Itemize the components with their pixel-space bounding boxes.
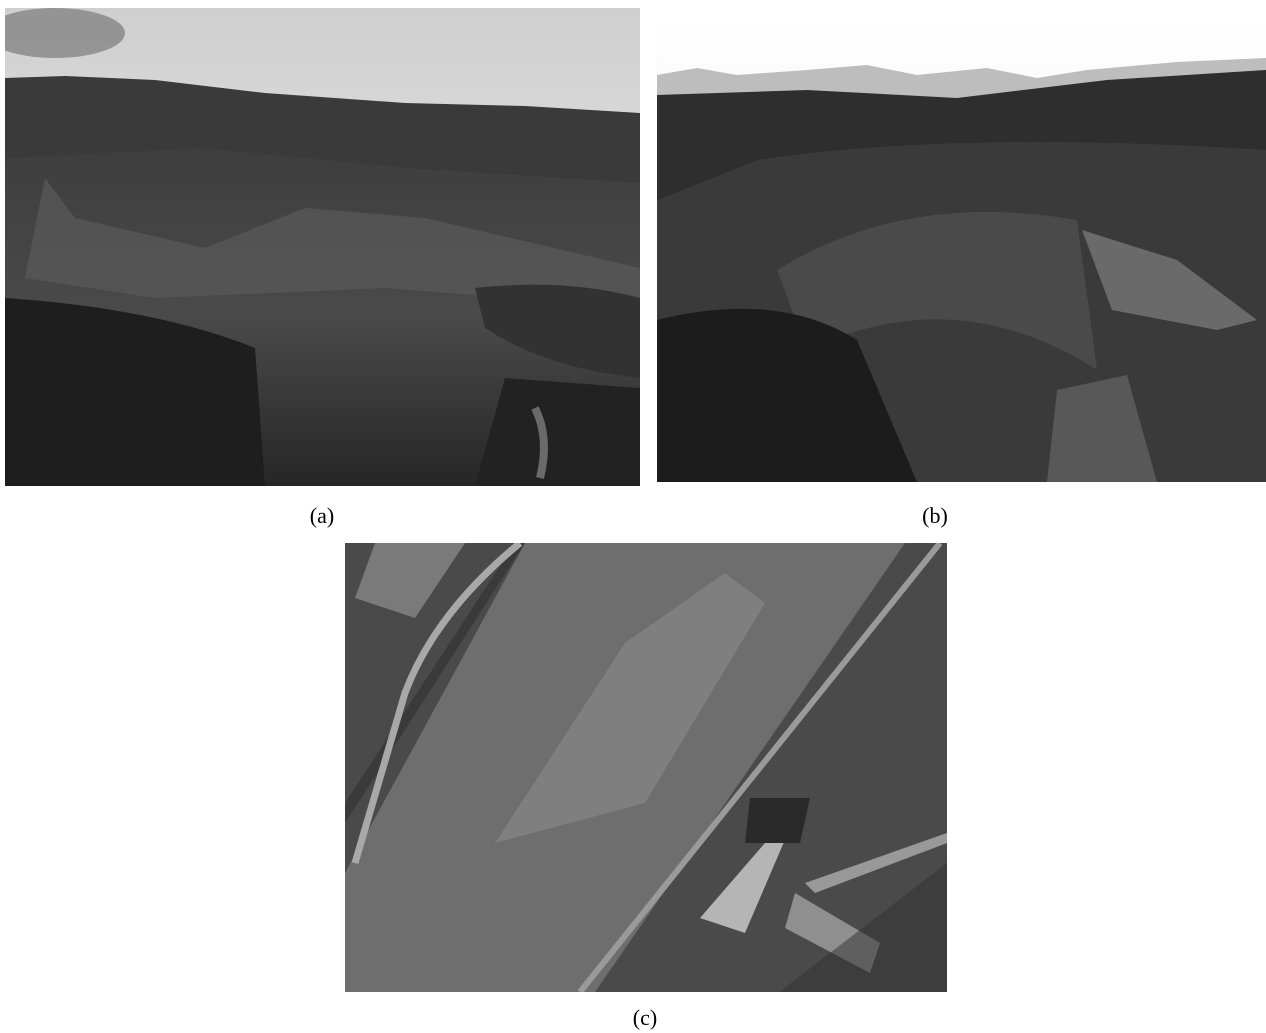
photo-a (5, 8, 640, 486)
figure: (a) (b) (c) (() => { const data = JSON.p… (0, 0, 1266, 1033)
caption-c: (c) (633, 1005, 657, 1031)
photo-b (657, 20, 1266, 482)
caption-b: (b) (922, 503, 948, 529)
caption-a: (a) (310, 503, 334, 529)
photo-c (345, 543, 947, 992)
